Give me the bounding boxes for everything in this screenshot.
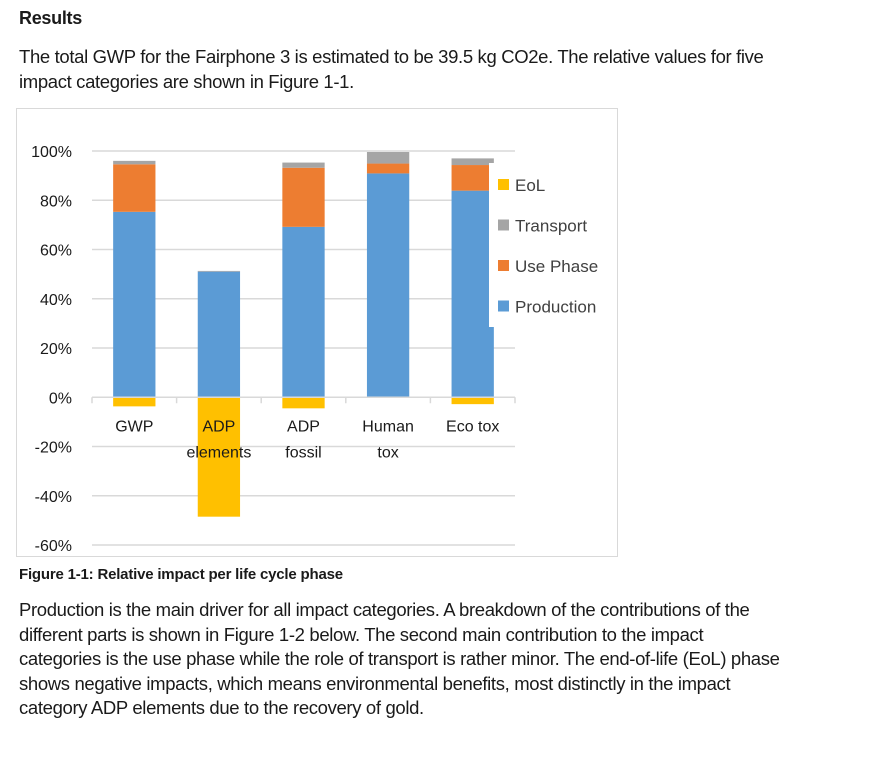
y-tick-label: 40% [40, 292, 72, 309]
section-heading: Results [19, 8, 82, 28]
bars [113, 151, 494, 517]
legend-label: Use Phase [515, 257, 598, 276]
bar-segment-use-phase [366, 163, 410, 174]
y-tick-label: -40% [35, 489, 72, 506]
legend-swatch-transport [498, 219, 509, 231]
bar-segment-eol [197, 397, 241, 517]
chart-frame: 100% 80% 60% 40% 20% 0% -20% -40% -60% GWP ADP ele… [16, 108, 618, 557]
y-tick-label: 100% [31, 144, 72, 161]
intro-paragraph: The total GWP for the Fairphone 3 is est… [19, 46, 764, 92]
legend-swatch-production [498, 300, 509, 312]
y-tick-label: 80% [40, 193, 72, 210]
category-label: Eco tox [446, 418, 499, 435]
bar-segment-transport [197, 270, 241, 272]
category-label: fossil [285, 444, 321, 461]
category-label: tox [377, 444, 398, 461]
y-tick-label: 0% [49, 390, 72, 407]
category-label: ADP [287, 418, 320, 435]
category-label: elements [186, 444, 251, 461]
body-paragraph: Production is the main driver for all im… [19, 599, 780, 718]
bar-segment-use-phase [451, 165, 494, 191]
legend-label: Transport [515, 217, 587, 236]
bar-segment-transport [113, 160, 156, 165]
category-labels: GWP ADP elements ADP fossil Human tox Eco tox [115, 418, 499, 461]
bar-segment-transport [451, 158, 494, 166]
legend-label: Production [515, 298, 596, 317]
legend-swatch-use-phase [498, 260, 509, 271]
bar-segment-eol [451, 397, 494, 405]
stacked-bar-chart: 100% 80% 60% 40% 20% 0% -20% -40% -60% GWP ADP ele… [31, 144, 614, 555]
legend-swatch-eol [498, 179, 509, 190]
legend-label: EoL [515, 176, 545, 195]
bar-segment-eol [113, 397, 156, 407]
bar-segment-production [197, 271, 241, 398]
bar-segment-transport [282, 162, 325, 168]
y-tick-label: -60% [35, 538, 72, 555]
y-tick-label: 20% [40, 341, 72, 358]
bar-segment-use-phase [282, 167, 325, 227]
y-tick-label: -20% [35, 440, 72, 457]
x-axis [91, 396, 516, 404]
y-tick-label: 60% [40, 243, 72, 260]
bar-segment-eol [282, 397, 325, 409]
category-label: GWP [115, 418, 153, 435]
bar-segment-transport [366, 151, 410, 164]
category-label: Human [362, 418, 414, 435]
bar-segment-production [113, 211, 156, 398]
bar-segment-production [366, 173, 410, 398]
legend: EoL Transport Use Phase Production [489, 163, 614, 327]
category-label: ADP [202, 418, 235, 435]
legend-box [489, 163, 614, 327]
figure-caption: Figure 1-1: Relative impact per life cyc… [19, 566, 343, 583]
bar-segment-production [282, 226, 325, 398]
bar-segment-production [451, 190, 494, 398]
bar-segment-use-phase [113, 164, 156, 212]
y-tick-labels: 100% 80% 60% 40% 20% 0% -20% -40% -60% [31, 144, 72, 555]
